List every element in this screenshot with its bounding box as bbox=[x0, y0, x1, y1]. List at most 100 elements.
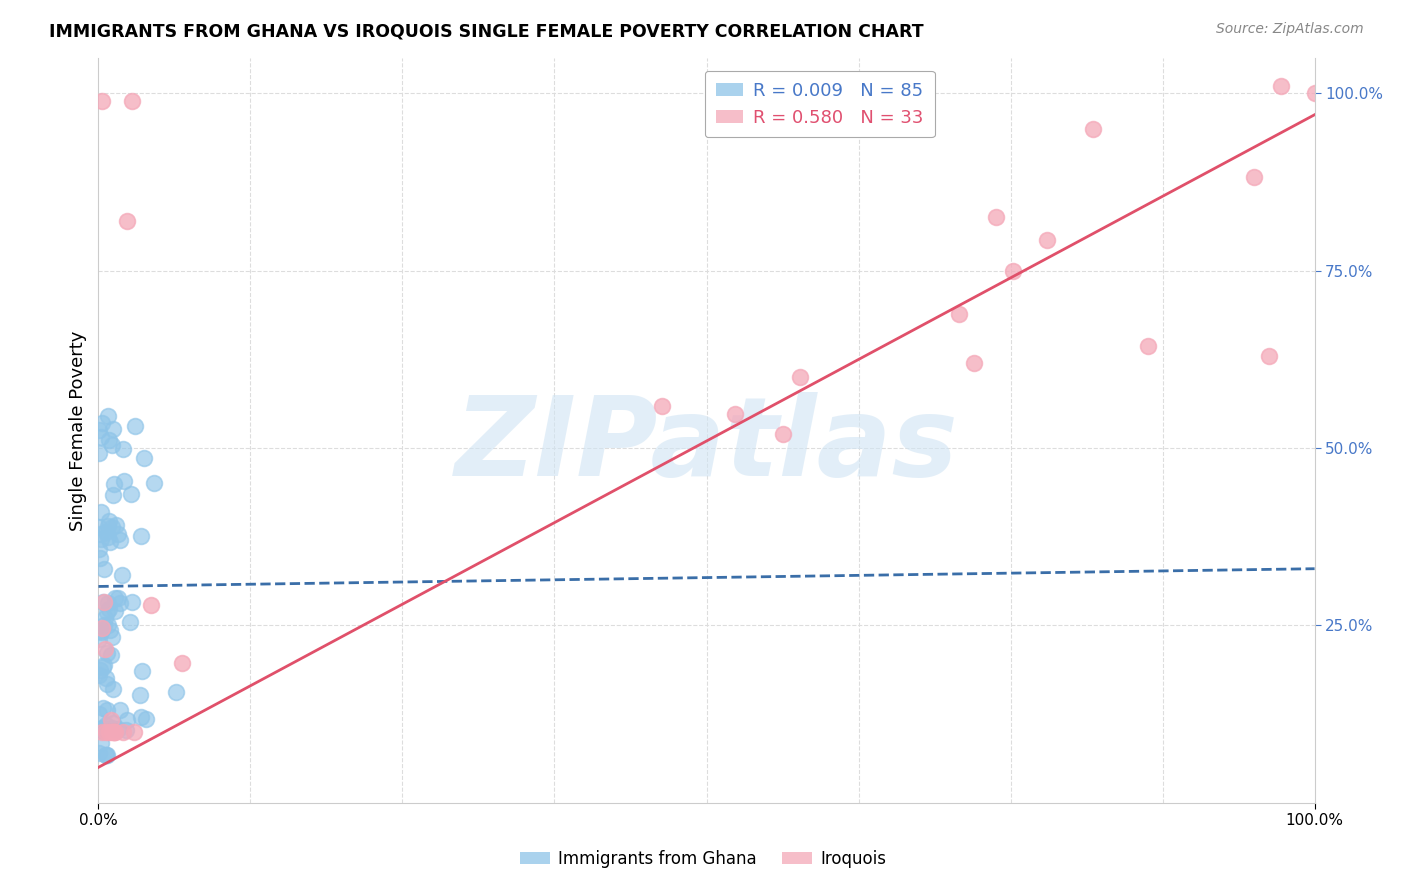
Point bbox=[97, 530, 120, 544]
Point bbox=[94, 747, 117, 762]
Point bbox=[1036, 233, 1059, 247]
Point bbox=[93, 660, 115, 674]
Point bbox=[87, 541, 110, 556]
Point bbox=[96, 646, 118, 660]
Point bbox=[97, 519, 120, 533]
Point bbox=[170, 656, 193, 670]
Point bbox=[98, 602, 121, 616]
Point bbox=[108, 596, 131, 610]
Point bbox=[97, 724, 120, 739]
Point bbox=[87, 519, 110, 533]
Point bbox=[1303, 87, 1326, 101]
Point bbox=[90, 505, 112, 519]
Point bbox=[91, 724, 114, 739]
Point bbox=[96, 671, 118, 685]
Point bbox=[1083, 122, 1105, 136]
Point bbox=[87, 706, 110, 721]
Point bbox=[120, 615, 142, 629]
Point bbox=[94, 724, 117, 739]
Point bbox=[90, 736, 112, 750]
Point bbox=[107, 722, 129, 736]
Point bbox=[103, 476, 125, 491]
Point bbox=[772, 426, 794, 441]
Point bbox=[96, 718, 118, 732]
Point bbox=[87, 746, 110, 760]
Point bbox=[124, 419, 146, 434]
Point bbox=[100, 724, 122, 739]
Point bbox=[107, 591, 129, 606]
Point bbox=[93, 618, 115, 632]
Point bbox=[90, 430, 112, 444]
Point bbox=[101, 520, 124, 534]
Point bbox=[98, 623, 121, 637]
Point bbox=[128, 688, 150, 702]
Point bbox=[93, 561, 115, 575]
Point bbox=[96, 677, 118, 691]
Point bbox=[91, 723, 114, 738]
Point bbox=[91, 595, 114, 609]
Point bbox=[97, 596, 120, 610]
Text: Source: ZipAtlas.com: Source: ZipAtlas.com bbox=[1216, 22, 1364, 37]
Point bbox=[104, 724, 127, 739]
Point bbox=[98, 434, 121, 448]
Point bbox=[131, 664, 153, 678]
Point bbox=[103, 422, 125, 436]
Point bbox=[101, 630, 124, 644]
Point bbox=[115, 214, 138, 228]
Point bbox=[96, 747, 118, 762]
Point bbox=[104, 604, 127, 618]
Point bbox=[1001, 263, 1024, 277]
Point bbox=[121, 595, 143, 609]
Point bbox=[96, 605, 118, 619]
Point bbox=[89, 446, 111, 460]
Point bbox=[129, 710, 152, 724]
Y-axis label: Single Female Poverty: Single Female Poverty bbox=[69, 330, 87, 531]
Point bbox=[108, 533, 131, 548]
Point bbox=[96, 703, 118, 717]
Point bbox=[651, 400, 673, 414]
Point bbox=[104, 591, 127, 606]
Point bbox=[112, 442, 135, 457]
Point bbox=[143, 476, 166, 491]
Point bbox=[120, 486, 142, 500]
Point bbox=[101, 716, 124, 731]
Point bbox=[89, 527, 111, 541]
Point bbox=[117, 713, 139, 727]
Point bbox=[112, 724, 135, 739]
Point bbox=[1257, 349, 1279, 363]
Point bbox=[134, 451, 156, 466]
Point bbox=[101, 681, 124, 696]
Point bbox=[135, 712, 157, 726]
Point bbox=[122, 724, 145, 739]
Text: ZIPatlas: ZIPatlas bbox=[454, 392, 959, 499]
Point bbox=[90, 532, 112, 546]
Point bbox=[103, 724, 125, 739]
Point bbox=[91, 94, 114, 108]
Point bbox=[93, 595, 115, 609]
Point bbox=[93, 722, 115, 736]
Point bbox=[112, 474, 135, 488]
Point bbox=[121, 94, 143, 108]
Point bbox=[724, 407, 747, 421]
Point bbox=[89, 722, 111, 736]
Point bbox=[1243, 169, 1265, 184]
Point bbox=[89, 663, 111, 677]
Point bbox=[87, 423, 110, 437]
Point bbox=[91, 416, 114, 430]
Point bbox=[101, 437, 124, 451]
Point bbox=[97, 515, 120, 529]
Point bbox=[100, 648, 122, 662]
Point bbox=[93, 657, 115, 672]
Point bbox=[111, 568, 134, 582]
Point bbox=[115, 723, 138, 737]
Point bbox=[1270, 79, 1292, 94]
Text: IMMIGRANTS FROM GHANA VS IROQUOIS SINGLE FEMALE POVERTY CORRELATION CHART: IMMIGRANTS FROM GHANA VS IROQUOIS SINGLE… bbox=[49, 22, 924, 40]
Point bbox=[963, 355, 986, 369]
Point bbox=[108, 702, 131, 716]
Point bbox=[103, 488, 125, 502]
Point bbox=[139, 599, 162, 613]
Point bbox=[91, 700, 114, 714]
Point bbox=[97, 618, 120, 632]
Point bbox=[165, 684, 187, 698]
Legend: Immigrants from Ghana, Iroquois: Immigrants from Ghana, Iroquois bbox=[513, 844, 893, 875]
